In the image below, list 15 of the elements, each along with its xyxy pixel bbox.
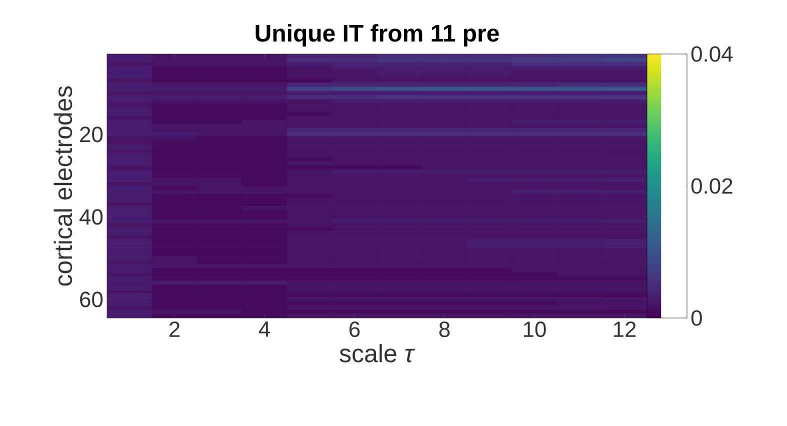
y-tick-label: 20 bbox=[80, 126, 103, 142]
color-bar-label: 0.02 bbox=[691, 178, 732, 194]
chart-title: Unique IT from 11 pre bbox=[256, 24, 499, 46]
x-tick-label: 6 bbox=[350, 322, 360, 338]
x-tick-label: 8 bbox=[439, 322, 450, 338]
x-tick-label: 2 bbox=[170, 322, 180, 337]
y-axis-title: cortical electrodes bbox=[54, 86, 72, 286]
x-tick-label: 12 bbox=[614, 322, 636, 337]
color-bar-label: 0 bbox=[691, 310, 702, 326]
y-tick-label: 40 bbox=[80, 209, 103, 225]
x-tick-label: 4 bbox=[258, 322, 270, 337]
y-tick-label: 60 bbox=[80, 292, 103, 308]
x-axis-title: scale τ bbox=[340, 344, 415, 362]
color-bar-label: 0.04 bbox=[691, 46, 733, 62]
x-tick-label: 10 bbox=[524, 322, 546, 338]
